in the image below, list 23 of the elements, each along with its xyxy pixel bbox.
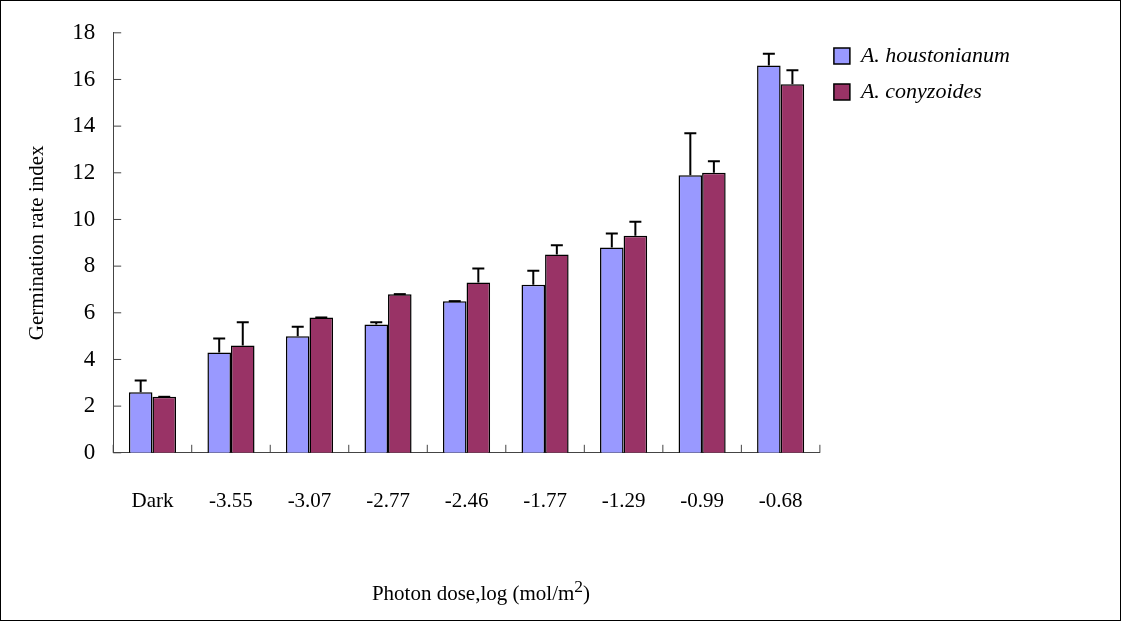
y-tick-label: 14: [72, 112, 96, 138]
x-tick-label: -3.55: [209, 487, 253, 512]
legend-label: A. conyzoides: [858, 77, 982, 103]
x-tick-label: -0.99: [680, 487, 724, 512]
x-tick-label: -0.68: [758, 487, 803, 512]
x-axis-title: Photon dose,log (mol/m$^{2}$): [370, 576, 592, 606]
y-tick-label: 8: [83, 252, 96, 278]
x-tick-label: -1.77: [523, 487, 567, 512]
x-tick-label: -3.07: [287, 487, 332, 512]
x-tick-label: -2.46: [444, 487, 489, 512]
y-tick-label: 0: [83, 438, 96, 464]
x-tick-label: Dark: [131, 487, 174, 512]
x-tick-label: -1.29: [601, 487, 646, 512]
legend-label: A. houstonianum: [858, 41, 1011, 67]
y-tick-label: 18: [72, 18, 96, 44]
y-tick-label: 12: [72, 158, 96, 184]
y-tick-label: 2: [83, 392, 96, 418]
y-tick-label: 6: [83, 298, 96, 324]
y-axis-title: Germination rate index: [24, 144, 49, 341]
y-tick-label: 10: [72, 205, 96, 231]
y-tick-label: 4: [83, 345, 96, 371]
x-tick-label: -2.77: [366, 487, 410, 512]
y-tick-label: 16: [72, 65, 96, 91]
